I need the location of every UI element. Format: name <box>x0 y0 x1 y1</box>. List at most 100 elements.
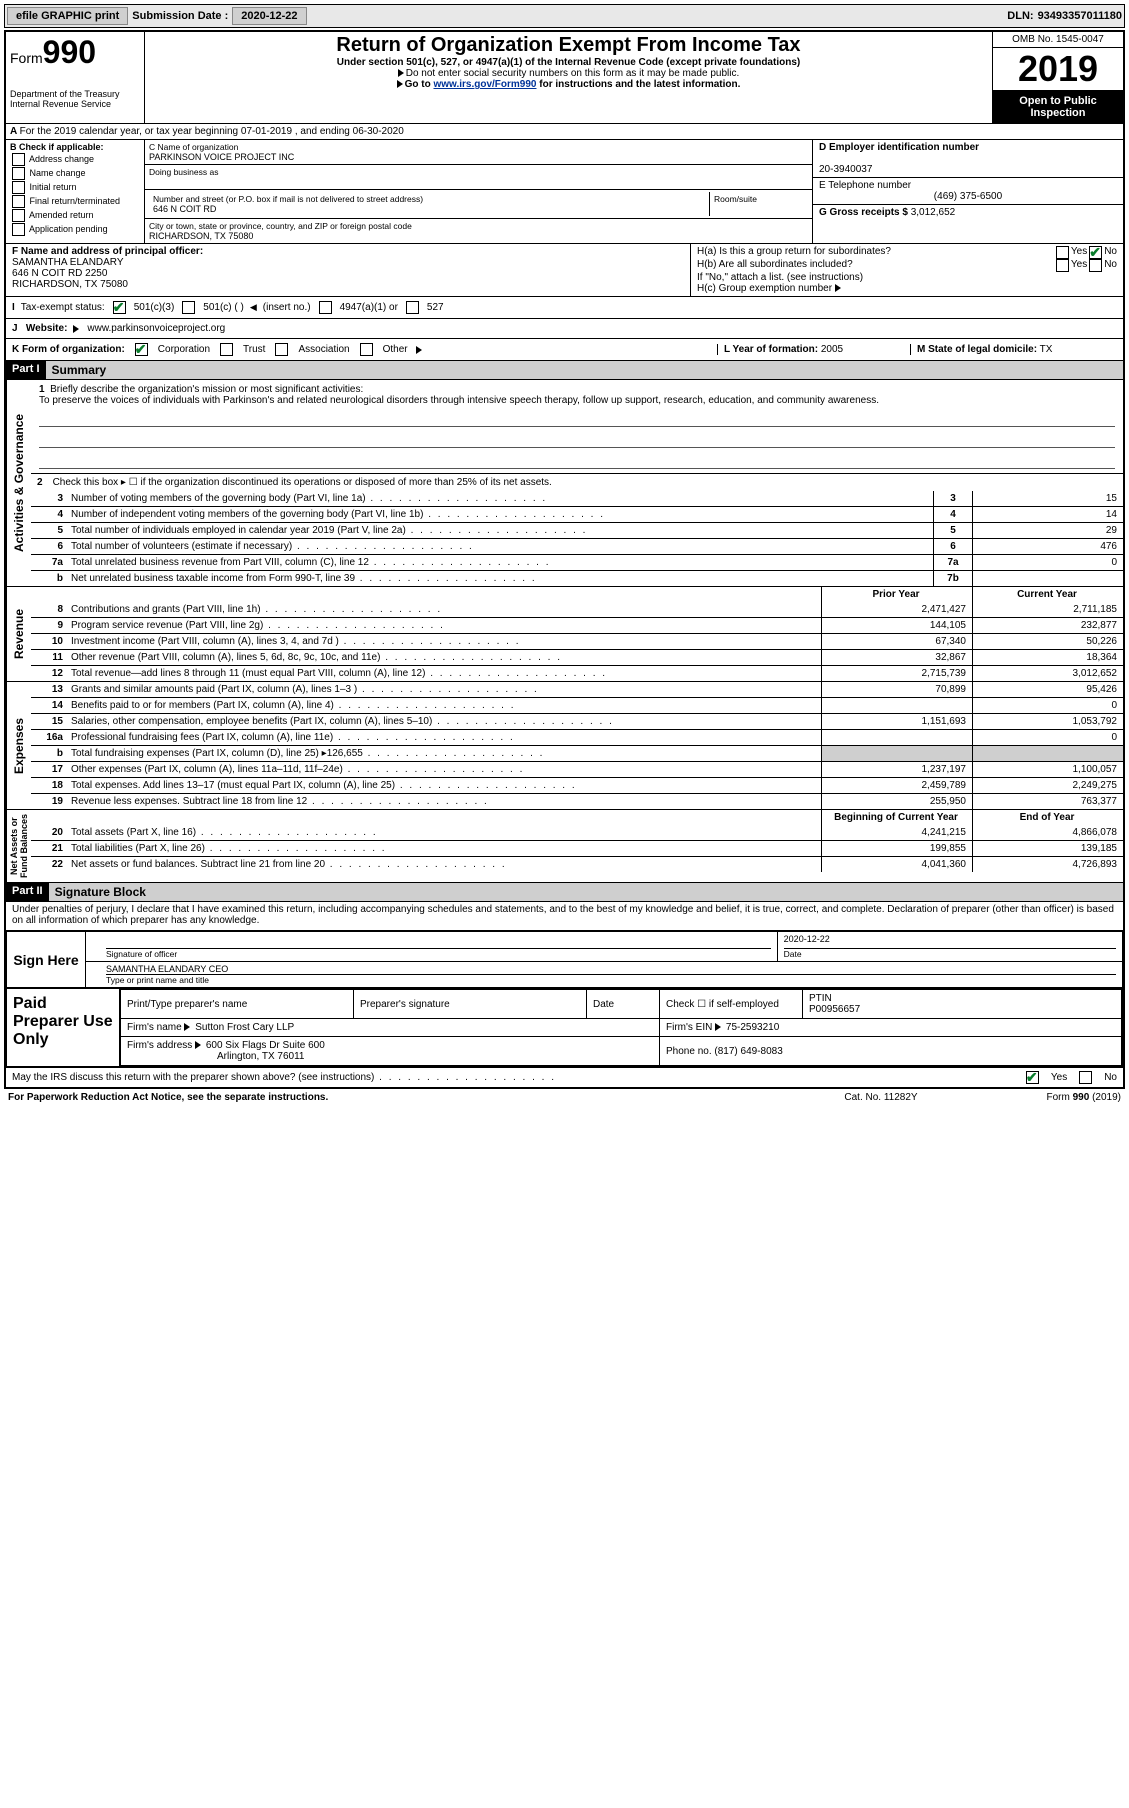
box-h: H(a) Is this a group return for subordin… <box>691 244 1123 296</box>
part-i-tag: Part I <box>6 361 46 379</box>
part-ii-tag: Part II <box>6 883 49 901</box>
penalty-statement: Under penalties of perjury, I declare th… <box>6 902 1123 928</box>
goto-pre: Go to <box>405 79 434 90</box>
street-label: Number and street (or P.O. box if mail i… <box>153 194 705 204</box>
website-label: Website: <box>26 323 68 334</box>
table-row: 11Other revenue (Part VIII, column (A), … <box>31 650 1123 666</box>
city-label: City or town, state or province, country… <box>149 221 808 231</box>
chk-application-pending[interactable]: Application pending <box>10 223 140 236</box>
mission-text: To preserve the voices of individuals wi… <box>39 395 879 406</box>
arrow-icon <box>715 1023 721 1031</box>
ein-value: 20-3940037 <box>819 164 872 175</box>
arrow-icon <box>195 1041 201 1049</box>
ha-label: H(a) Is this a group return for subordin… <box>697 246 1054 259</box>
row-k: K Form of organization: Corporation Trus… <box>6 339 1123 361</box>
irs-link[interactable]: www.irs.gov/Form990 <box>433 79 536 90</box>
sign-here-block: Sign Here Signature of officer 2020-12-2… <box>6 930 1123 988</box>
chk-assoc[interactable] <box>275 343 288 356</box>
vlabel-netassets: Net Assets or Fund Balances <box>6 810 31 882</box>
year-formation: 2005 <box>821 344 843 355</box>
table-row: 4Number of independent voting members of… <box>31 507 1123 523</box>
chk-501c3[interactable] <box>113 301 126 314</box>
mission-label: Briefly describe the organization's miss… <box>50 384 363 395</box>
ha-no[interactable] <box>1089 246 1102 259</box>
vlabel-expenses: Expenses <box>6 682 31 809</box>
discuss-no[interactable] <box>1079 1071 1092 1084</box>
table-row: 14Benefits paid to or for members (Part … <box>31 698 1123 714</box>
chk-initial-return[interactable]: Initial return <box>10 181 140 194</box>
box-b: B Check if applicable: Address change Na… <box>6 140 145 243</box>
chk-name-change[interactable]: Name change <box>10 167 140 180</box>
table-row: bTotal fundraising expenses (Part IX, co… <box>31 746 1123 762</box>
chk-other[interactable] <box>360 343 373 356</box>
website-value: www.parkinsonvoiceproject.org <box>87 323 225 334</box>
row-a-period: A For the 2019 calendar year, or tax yea… <box>6 124 1123 140</box>
chk-trust[interactable] <box>220 343 233 356</box>
table-row: 10Investment income (Part VIII, column (… <box>31 634 1123 650</box>
discuss-yes[interactable] <box>1026 1071 1039 1084</box>
arrow-icon <box>397 80 403 88</box>
form-org-label: K Form of organization: <box>12 344 125 355</box>
box-f: F Name and address of principal officer:… <box>6 244 691 296</box>
topbar: efile GRAPHIC print Submission Date : 20… <box>4 4 1125 28</box>
arrow-icon <box>73 325 79 333</box>
ha-yes[interactable] <box>1056 246 1069 259</box>
efile-button[interactable]: efile GRAPHIC print <box>7 7 128 25</box>
sig-date: 2020-12-22 <box>784 934 1116 949</box>
org-name: PARKINSON VOICE PROJECT INC <box>149 152 808 162</box>
table-row: 15Salaries, other compensation, employee… <box>31 714 1123 730</box>
header-right: OMB No. 1545-0047 2019 Open to Public In… <box>992 32 1123 123</box>
chk-527[interactable] <box>406 301 419 314</box>
sig-officer-label: Signature of officer <box>106 949 177 959</box>
prep-sig-hdr: Preparer's signature <box>354 990 587 1019</box>
officer-name: SAMANTHA ELANDARY <box>12 257 124 268</box>
firm-name-label: Firm's name <box>127 1022 182 1033</box>
sig-date-label: Date <box>784 949 802 959</box>
hb-yes[interactable] <box>1056 259 1069 272</box>
hb-note: If "No," attach a list. (see instruction… <box>697 272 1117 283</box>
chk-4947[interactable] <box>319 301 332 314</box>
table-row: 12Total revenue—add lines 8 through 11 (… <box>31 666 1123 682</box>
form-number: 990 <box>43 34 96 70</box>
dba-label: Doing business as <box>149 167 808 177</box>
firm-ein: 75-2593210 <box>726 1022 779 1033</box>
firm-phone: (817) 649-8083 <box>714 1046 782 1057</box>
footer-left: For Paperwork Reduction Act Notice, see … <box>8 1092 801 1103</box>
chk-address-change[interactable]: Address change <box>10 153 140 166</box>
sig-name-label: Type or print name and title <box>106 975 209 985</box>
tax-exempt-label: Tax-exempt status: <box>21 302 105 313</box>
vlabel-governance: Activities & Governance <box>6 380 31 586</box>
form-990: Form990 Department of the Treasury Inter… <box>4 30 1125 1089</box>
box-deg: D Employer identification number 20-3940… <box>812 140 1123 243</box>
phone-label: E Telephone number <box>819 180 911 191</box>
chk-amended-return[interactable]: Amended return <box>10 209 140 222</box>
current-year-hdr: Current Year <box>973 587 1124 602</box>
open-inspection: Open to Public Inspection <box>993 91 1123 123</box>
arrow-icon <box>835 284 841 292</box>
firm-phone-label: Phone no. <box>666 1046 712 1057</box>
dept-treasury: Department of the Treasury Internal Reve… <box>10 89 140 109</box>
org-name-label: C Name of organization <box>149 142 808 152</box>
gross-value: 3,012,652 <box>911 207 956 218</box>
revenue-table: Prior Year Current Year 8Contributions a… <box>31 587 1123 681</box>
part-ii-title: Signature Block <box>49 883 1123 901</box>
header-left: Form990 Department of the Treasury Inter… <box>6 32 145 123</box>
governance-table: 3Number of voting members of the governi… <box>31 491 1123 586</box>
discuss-row: May the IRS discuss this return with the… <box>6 1067 1123 1087</box>
street-value: 646 N COIT RD <box>153 204 705 214</box>
line-2: 2 Check this box ▸ ☐ if the organization… <box>31 474 1123 491</box>
firm-addr-label: Firm's address <box>127 1040 192 1051</box>
box-c: C Name of organization PARKINSON VOICE P… <box>145 140 812 243</box>
firm-addr2: Arlington, TX 76011 <box>217 1051 304 1062</box>
dln-value: 93493357011180 <box>1038 10 1122 22</box>
table-row: bNet unrelated business taxable income f… <box>31 571 1123 587</box>
hb-no[interactable] <box>1089 259 1102 272</box>
chk-501c[interactable] <box>182 301 195 314</box>
chk-corp[interactable] <box>135 343 148 356</box>
officer-label: F Name and address of principal officer: <box>12 246 203 257</box>
prep-self-hdr: Check ☐ if self-employed <box>660 990 803 1019</box>
phone-value: (469) 375-6500 <box>819 191 1117 202</box>
prep-name-hdr: Print/Type preparer's name <box>121 990 354 1019</box>
table-row: 13Grants and similar amounts paid (Part … <box>31 682 1123 698</box>
chk-final-return[interactable]: Final return/terminated <box>10 195 140 208</box>
